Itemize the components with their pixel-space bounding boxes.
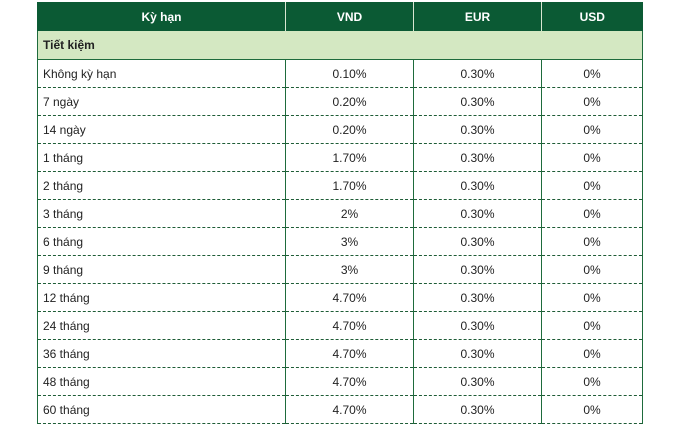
- table-row: 60 tháng 4.70% 0.30% 0%: [37, 395, 643, 424]
- rate-cell: 0.10%: [285, 59, 414, 88]
- table-header: Kỳ hạn VND EUR USD: [37, 2, 643, 31]
- table-row: 9 tháng 3% 0.30% 0%: [37, 255, 643, 284]
- rate-cell: 0%: [541, 59, 643, 88]
- table-row: 48 tháng 4.70% 0.30% 0%: [37, 367, 643, 396]
- term-cell: Không kỳ hạn: [37, 59, 286, 88]
- table-row: 14 ngày 0.20% 0.30% 0%: [37, 115, 643, 144]
- rate-cell: 0.30%: [413, 283, 542, 312]
- rate-cell: 4.70%: [285, 339, 414, 368]
- table-row: 2 tháng 1.70% 0.30% 0%: [37, 171, 643, 200]
- rate-cell: 0.30%: [413, 87, 542, 116]
- rate-cell: 0.30%: [413, 227, 542, 256]
- rate-table: Kỳ hạn VND EUR USD Tiết kiệm Không kỳ hạn 0.…: [37, 2, 643, 424]
- rate-cell: 0.30%: [413, 115, 542, 144]
- section-row: Tiết kiệm: [37, 31, 643, 60]
- rate-cell: 0.20%: [285, 87, 414, 116]
- table-row: 7 ngày 0.20% 0.30% 0%: [37, 87, 643, 116]
- table-row: 1 tháng 1.70% 0.30% 0%: [37, 143, 643, 172]
- term-cell: 36 tháng: [37, 339, 286, 368]
- rate-cell: 0%: [541, 395, 643, 424]
- rate-cell: 0.30%: [413, 339, 542, 368]
- rate-cell: 0%: [541, 171, 643, 200]
- table-row: 6 tháng 3% 0.30% 0%: [37, 227, 643, 256]
- column-header: VND: [285, 2, 414, 31]
- section-title: Tiết kiệm: [37, 31, 643, 60]
- rate-cell: 0%: [541, 87, 643, 116]
- term-cell: 12 tháng: [37, 283, 286, 312]
- rate-cell: 0.30%: [413, 367, 542, 396]
- header-row: Kỳ hạn VND EUR USD: [37, 2, 643, 31]
- rate-cell: 0%: [541, 339, 643, 368]
- rate-cell: 0.30%: [413, 199, 542, 228]
- rate-cell: 0.30%: [413, 255, 542, 284]
- rate-cell: 0%: [541, 367, 643, 396]
- rate-cell: 4.70%: [285, 311, 414, 340]
- rate-cell: 0.30%: [413, 171, 542, 200]
- rate-cell: 4.70%: [285, 395, 414, 424]
- term-cell: 6 tháng: [37, 227, 286, 256]
- table-row: 12 tháng 4.70% 0.30% 0%: [37, 283, 643, 312]
- rate-cell: 3%: [285, 227, 414, 256]
- term-cell: 24 tháng: [37, 311, 286, 340]
- table-row: 24 tháng 4.70% 0.30% 0%: [37, 311, 643, 340]
- term-cell: 2 tháng: [37, 171, 286, 200]
- rate-cell: 0.30%: [413, 59, 542, 88]
- term-cell: 7 ngày: [37, 87, 286, 116]
- rate-cell: 0%: [541, 255, 643, 284]
- rate-cell: 0%: [541, 143, 643, 172]
- table-row: Không kỳ hạn 0.10% 0.30% 0%: [37, 59, 643, 88]
- term-cell: 9 tháng: [37, 255, 286, 284]
- rate-cell: 0%: [541, 227, 643, 256]
- rate-cell: 1.70%: [285, 143, 414, 172]
- rate-cell: 4.70%: [285, 367, 414, 396]
- rate-cell: 0.30%: [413, 143, 542, 172]
- term-cell: 14 ngày: [37, 115, 286, 144]
- table-body: Tiết kiệm Không kỳ hạn 0.10% 0.30% 0% 7 ngày…: [37, 31, 643, 424]
- table-row: 3 tháng 2% 0.30% 0%: [37, 199, 643, 228]
- term-cell: 60 tháng: [37, 395, 286, 424]
- rate-cell: 0.20%: [285, 115, 414, 144]
- column-header: EUR: [413, 2, 542, 31]
- rate-cell: 0.30%: [413, 395, 542, 424]
- rate-cell: 0%: [541, 115, 643, 144]
- rate-cell: 0%: [541, 283, 643, 312]
- column-header: Kỳ hạn: [37, 2, 286, 31]
- rate-cell: 0%: [541, 311, 643, 340]
- term-cell: 3 tháng: [37, 199, 286, 228]
- rate-cell: 0.30%: [413, 311, 542, 340]
- term-cell: 1 tháng: [37, 143, 286, 172]
- term-cell: 48 tháng: [37, 367, 286, 396]
- rate-cell: 4.70%: [285, 283, 414, 312]
- table-row: 36 tháng 4.70% 0.30% 0%: [37, 339, 643, 368]
- column-header: USD: [541, 2, 643, 31]
- rate-cell: 3%: [285, 255, 414, 284]
- rate-cell: 2%: [285, 199, 414, 228]
- rate-cell: 1.70%: [285, 171, 414, 200]
- rate-cell: 0%: [541, 199, 643, 228]
